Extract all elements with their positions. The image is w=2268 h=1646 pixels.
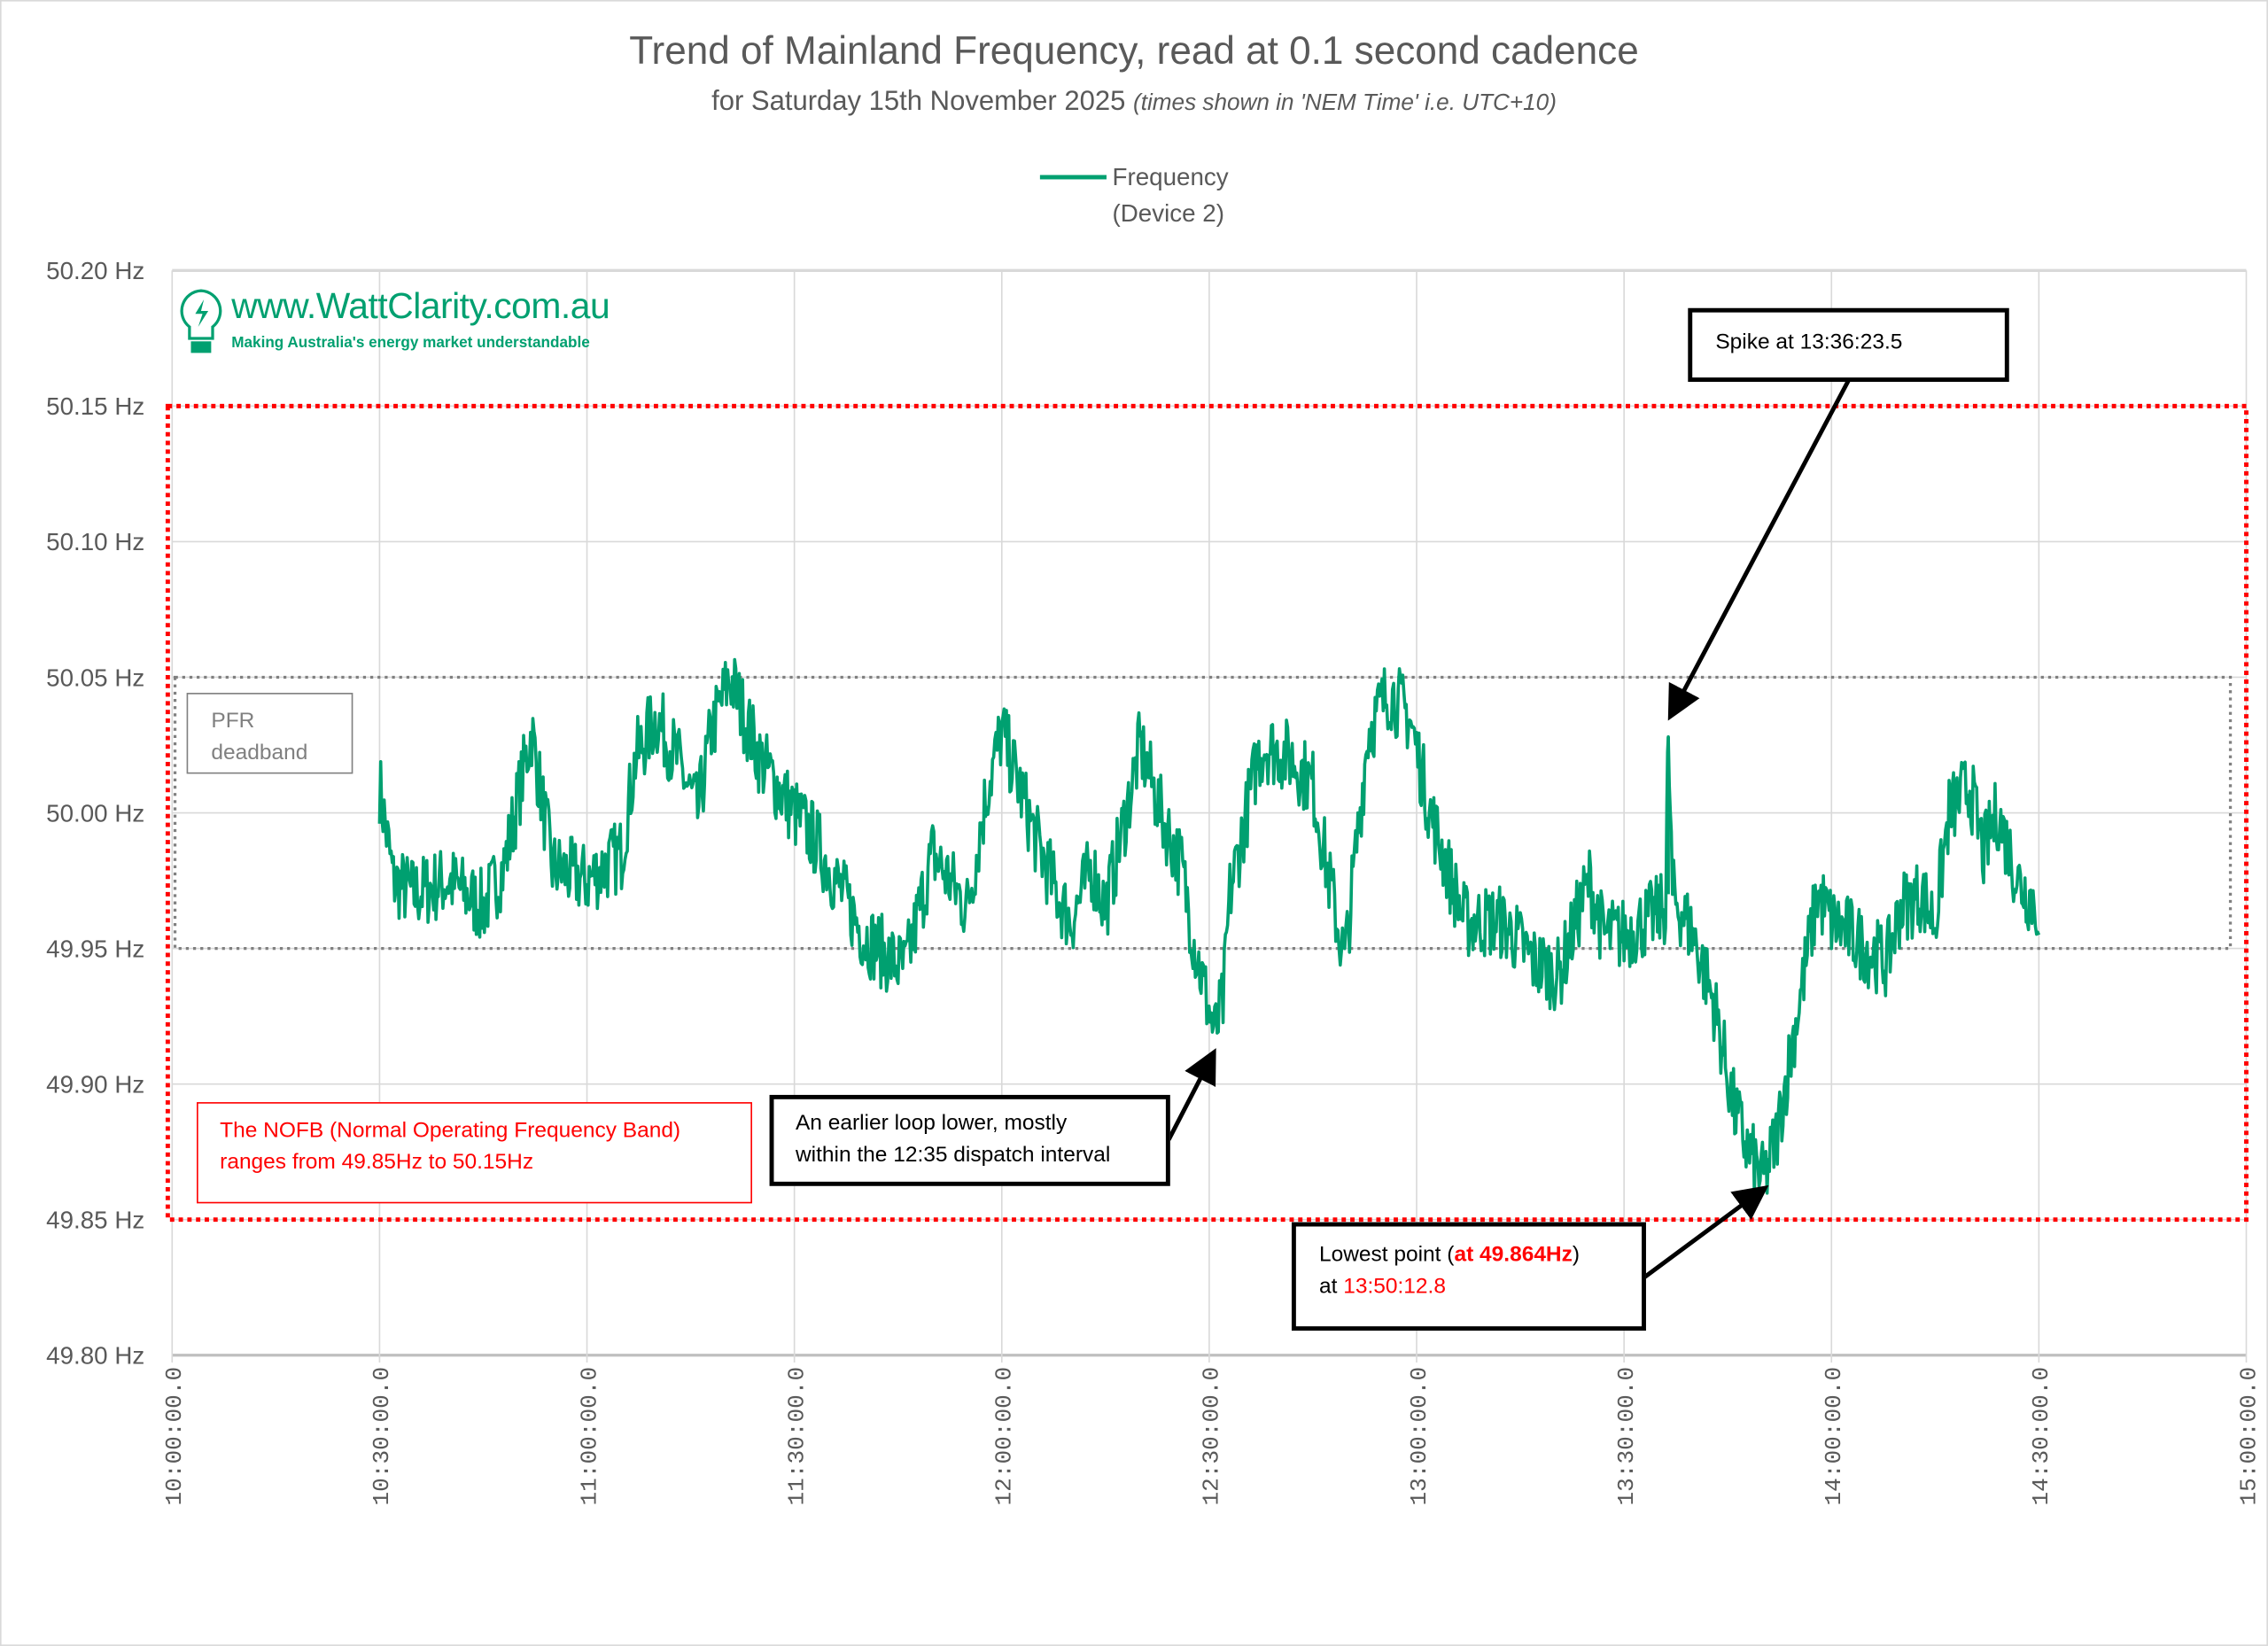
legend: Frequency (Device 2): [1039, 159, 1229, 232]
x-tick-label: 12:00:00.0: [991, 1367, 1018, 1506]
pfr-label-line2: deadband: [211, 740, 308, 765]
x-tick-label: 12:30:00.0: [1199, 1367, 1225, 1506]
lowest-text-at: at: [1318, 1274, 1344, 1300]
y-tick-label: 50.10 Hz: [46, 528, 144, 555]
lowest-arrow: [1643, 1184, 1769, 1279]
nofb-band: [165, 403, 2249, 1223]
pfr-label: PFR deadband: [186, 693, 353, 774]
legend-label-2: (Device 2): [1112, 199, 1224, 228]
lowest-time: 13:50:12.8: [1343, 1274, 1446, 1300]
y-tick-label: 50.00 Hz: [46, 799, 144, 827]
loop-annotation-line1: An earlier loop lower, mostly: [795, 1110, 1068, 1136]
x-tick-label: 15:00:00.0: [2235, 1367, 2262, 1506]
y-tick-label: 49.85 Hz: [46, 1207, 144, 1234]
x-tick-label: 13:30:00.0: [1613, 1367, 1640, 1506]
x-tick-label: 10:00:00.0: [161, 1367, 188, 1506]
legend-swatch: [1039, 175, 1107, 180]
spike-annotation: Spike at 13:36:23.5: [1688, 307, 2009, 383]
pfr-deadband: [173, 675, 2233, 951]
y-tick-label: 50.05 Hz: [46, 664, 144, 691]
loop-arrow: [1167, 1048, 1216, 1141]
x-tick-label: 14:30:00.0: [2028, 1367, 2054, 1506]
lowest-annotation: Lowest point (at 49.864Hz) at 13:50:12.8: [1291, 1222, 1646, 1332]
logo-url: www.WattClarity.com.au: [231, 286, 610, 327]
chart-subtitle: for Saturday 15th November 2025 (times s…: [0, 87, 2268, 119]
subtitle-main: for Saturday 15th November 2025: [711, 86, 1126, 118]
lowest-text-b: ): [1572, 1242, 1581, 1268]
chart-title: Trend of Mainland Frequency, read at 0.1…: [629, 28, 1639, 73]
nofb-label: The NOFB (Normal Operating Frequency Ban…: [197, 1102, 752, 1204]
y-tick-label: 50.15 Hz: [46, 392, 144, 420]
loop-annotation-line2: within the 12:35 dispatch interval: [795, 1142, 1111, 1168]
loop-annotation: An earlier loop lower, mostly within the…: [769, 1094, 1170, 1186]
x-tick-label: 11:00:00.0: [576, 1367, 602, 1506]
y-tick-label: 50.20 Hz: [46, 257, 144, 284]
nofb-label-line1: The NOFB (Normal Operating Frequency Ban…: [220, 1118, 681, 1143]
lightbulb-icon: [180, 289, 222, 353]
y-tick-label: 49.80 Hz: [46, 1342, 144, 1370]
lowest-text-a: Lowest point (: [1318, 1242, 1455, 1268]
x-tick-label: 10:30:00.0: [369, 1367, 395, 1506]
y-tick-label: 49.90 Hz: [46, 1070, 144, 1098]
pfr-label-line1: PFR: [211, 708, 255, 734]
x-tick-label: 14:00:00.0: [1821, 1367, 1847, 1506]
nofb-label-line2: ranges from 49.85Hz to 50.15Hz: [220, 1149, 534, 1175]
legend-label-1: Frequency: [1112, 163, 1229, 191]
spike-arrow: [1667, 379, 1851, 721]
subtitle-note: (times shown in 'NEM Time' i.e. UTC+10): [1133, 90, 1557, 116]
spike-annotation-text: Spike at 13:36:23.5: [1715, 330, 1903, 354]
logo-tagline: Making Australia's energy market underst…: [231, 334, 590, 352]
y-tick-label: 49.95 Hz: [46, 935, 144, 962]
x-tick-label: 11:30:00.0: [783, 1367, 810, 1506]
lowest-value: at 49.864Hz: [1454, 1242, 1573, 1268]
frequency-line: [377, 657, 2041, 1198]
x-tick-label: 13:00:00.0: [1406, 1367, 1433, 1506]
